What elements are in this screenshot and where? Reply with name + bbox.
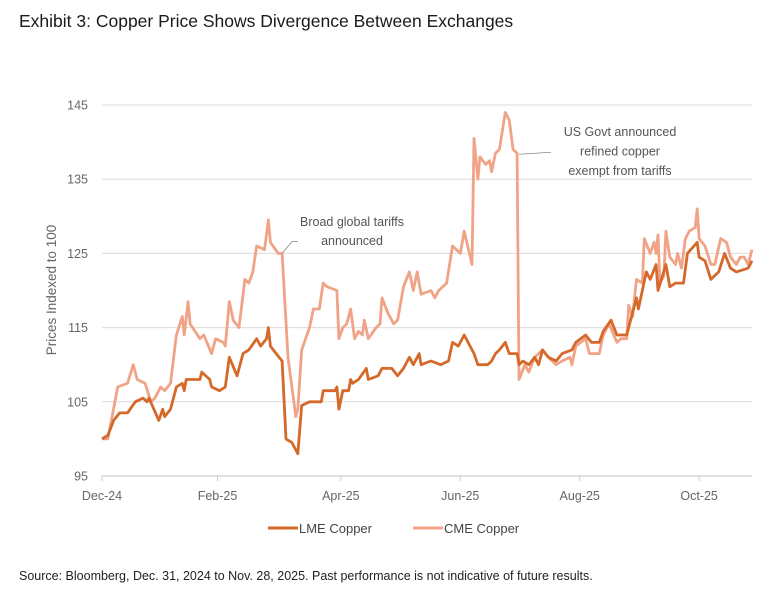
legend-label: CME Copper bbox=[444, 521, 520, 536]
annotation-leader bbox=[519, 151, 552, 155]
annotation-text: US Govt announced bbox=[564, 125, 677, 139]
y-tick-label: 105 bbox=[67, 395, 88, 409]
x-tick-label: Jun-25 bbox=[441, 489, 479, 503]
x-tick-label: Oct-25 bbox=[680, 489, 718, 503]
x-axis: Dec-24 Feb-25 Apr-25 Jun-25 Aug-25 Oct-25 bbox=[82, 475, 752, 503]
series-lines bbox=[101, 111, 754, 456]
x-tick-label: Apr-25 bbox=[322, 489, 360, 503]
annotation-text: exempt from tariffs bbox=[568, 164, 671, 178]
x-tick-label: Aug-25 bbox=[560, 489, 600, 503]
annotation-leader bbox=[281, 240, 299, 254]
series-line-lme-copper bbox=[101, 240, 754, 456]
y-tick-label: 95 bbox=[74, 470, 88, 484]
y-tick-label: 135 bbox=[67, 173, 88, 187]
legend-label: LME Copper bbox=[299, 521, 373, 536]
y-tick-label: 125 bbox=[67, 247, 88, 261]
annotation-text: Broad global tariffs bbox=[300, 215, 404, 229]
y-tick-label: 145 bbox=[67, 99, 88, 113]
y-tick-label: 115 bbox=[68, 321, 88, 335]
y-axis-ticks: 95 105 115 125 135 145 bbox=[67, 99, 88, 484]
legend: LME Copper CME Copper bbox=[268, 521, 520, 536]
annotation-text: refined copper bbox=[580, 145, 660, 159]
annotation-text: announced bbox=[321, 234, 383, 248]
y-axis-label: Prices Indexed to 100 bbox=[44, 225, 59, 356]
series-line-cme-copper bbox=[102, 111, 754, 441]
x-tick-label: Feb-25 bbox=[198, 489, 238, 503]
chart-title: Exhibit 3: Copper Price Shows Divergence… bbox=[19, 11, 514, 31]
source-note: Source: Bloomberg, Dec. 31, 2024 to Nov.… bbox=[19, 569, 593, 583]
x-tick-label: Dec-24 bbox=[82, 489, 122, 503]
annotations: Broad global tariffs announced US Govt ann… bbox=[281, 125, 677, 254]
